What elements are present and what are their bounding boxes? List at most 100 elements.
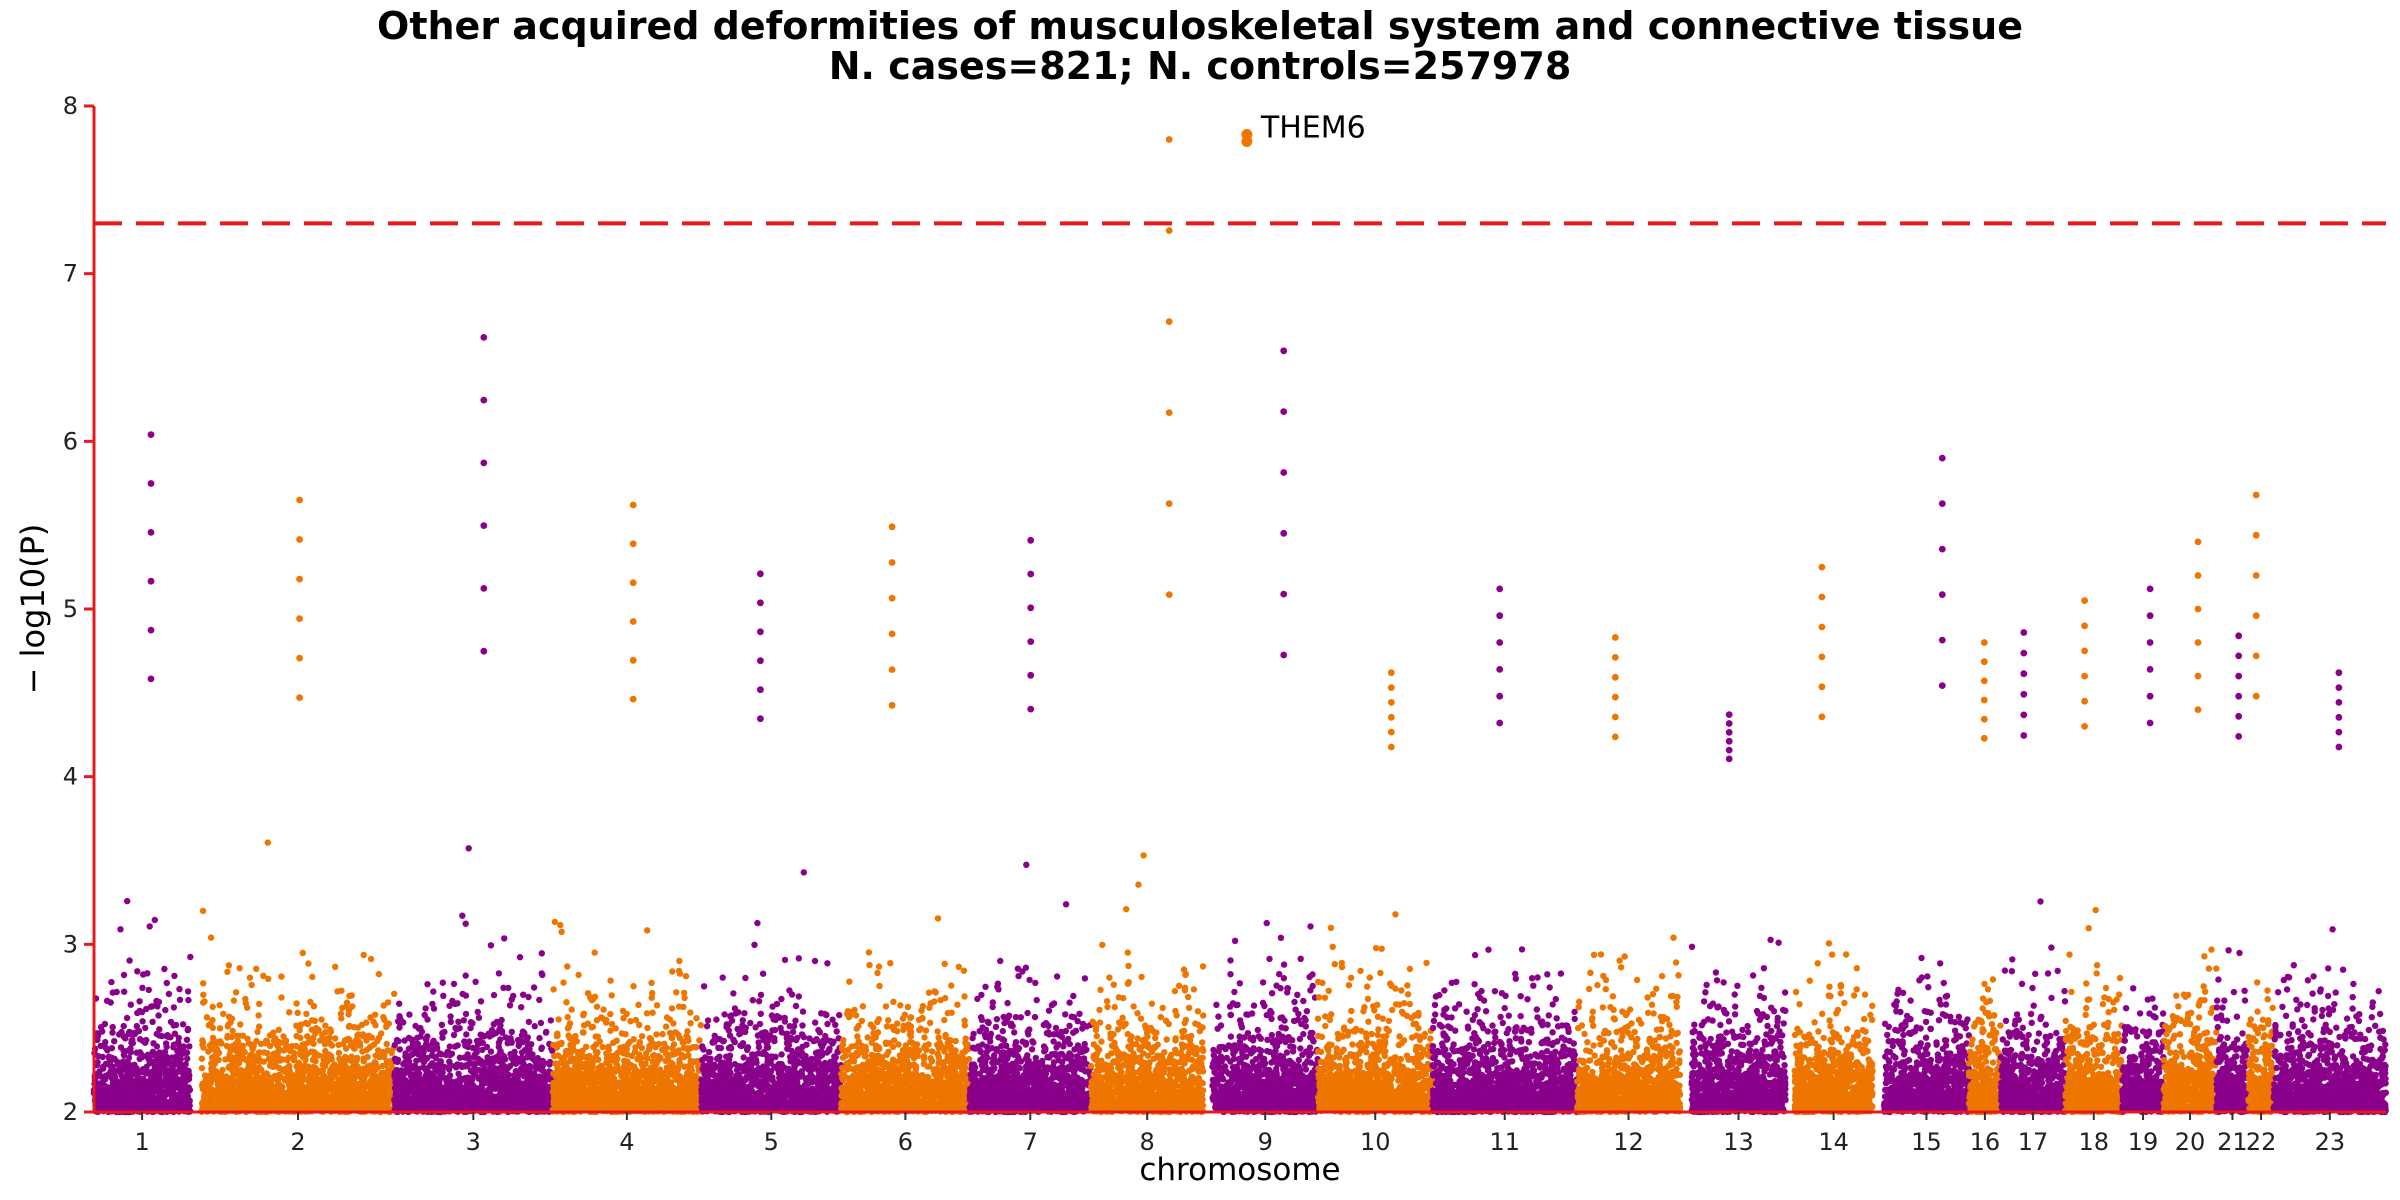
data-point xyxy=(291,1096,299,1103)
data-point xyxy=(337,1096,345,1104)
data-point xyxy=(397,1072,404,1080)
data-point xyxy=(508,1039,515,1046)
data-point xyxy=(253,1037,260,1045)
data-point xyxy=(379,1048,386,1056)
data-point xyxy=(370,1087,377,1095)
data-point xyxy=(163,1053,171,1061)
data-point xyxy=(350,1084,357,1091)
data-point xyxy=(219,1066,226,1074)
data-point xyxy=(480,396,488,404)
data-point xyxy=(111,1038,118,1045)
data-point xyxy=(381,1016,388,1024)
data-point xyxy=(360,1055,367,1062)
data-point xyxy=(530,984,538,991)
data-point xyxy=(531,1092,539,1099)
data-point xyxy=(509,1079,516,1087)
data-point xyxy=(346,992,353,1000)
data-point xyxy=(125,1030,132,1038)
data-point xyxy=(407,1087,414,1094)
data-point xyxy=(232,989,240,996)
data-point xyxy=(446,1002,453,1009)
data-point xyxy=(370,1018,377,1025)
data-point xyxy=(220,1080,227,1087)
data-point xyxy=(199,1082,206,1090)
data-point xyxy=(450,980,458,988)
data-point xyxy=(490,1020,497,1028)
data-point xyxy=(525,1018,533,1026)
chromosome-points-4 xyxy=(549,501,705,1116)
data-point xyxy=(161,1078,168,1086)
data-point xyxy=(127,1049,134,1056)
data-point xyxy=(405,1058,413,1065)
data-point xyxy=(212,1102,219,1109)
data-point xyxy=(332,963,339,970)
data-point xyxy=(380,1002,387,1009)
data-point xyxy=(299,949,306,957)
data-point xyxy=(176,996,184,1003)
data-point xyxy=(410,1065,417,1072)
data-point xyxy=(237,1021,244,1028)
data-point xyxy=(687,1009,694,1016)
data-point xyxy=(512,1060,519,1067)
data-point xyxy=(478,1060,486,1068)
data-point xyxy=(454,1061,461,1068)
data-point xyxy=(281,1091,289,1099)
data-point xyxy=(242,1100,250,1107)
data-point xyxy=(131,1061,138,1069)
data-point xyxy=(480,585,488,592)
data-point xyxy=(516,954,524,961)
data-point xyxy=(296,1051,304,1058)
data-point xyxy=(328,1082,335,1090)
data-point xyxy=(338,1067,345,1075)
data-point xyxy=(351,1045,358,1052)
data-point xyxy=(172,1021,180,1029)
data-point xyxy=(361,1075,368,1082)
data-point xyxy=(262,1087,269,1095)
data-point xyxy=(325,1038,332,1046)
data-point xyxy=(423,1070,431,1077)
data-point xyxy=(344,1097,351,1104)
data-point xyxy=(151,916,158,924)
data-point xyxy=(120,1022,127,1030)
data-point xyxy=(185,1071,192,1078)
data-point xyxy=(353,1067,361,1075)
data-point xyxy=(171,972,178,980)
data-point xyxy=(178,1095,186,1103)
data-point xyxy=(236,965,243,972)
data-point xyxy=(320,1056,327,1064)
data-point xyxy=(308,1048,315,1055)
data-point xyxy=(400,1019,407,1026)
data-point xyxy=(228,1015,236,1022)
data-point xyxy=(230,997,238,1004)
data-point xyxy=(439,979,446,986)
data-point xyxy=(381,1069,388,1077)
data-point xyxy=(538,950,545,957)
data-point xyxy=(407,1052,414,1059)
data-point xyxy=(454,1000,461,1007)
data-point xyxy=(302,1056,309,1063)
data-point xyxy=(113,988,120,996)
data-point xyxy=(322,1083,329,1090)
data-point xyxy=(228,1083,235,1090)
data-point xyxy=(311,1017,319,1025)
data-point xyxy=(509,1095,516,1103)
data-point xyxy=(236,1057,243,1064)
data-point xyxy=(360,951,367,959)
data-point xyxy=(531,1081,538,1088)
chromosome-points-2 xyxy=(198,496,398,1116)
data-point xyxy=(97,1085,104,1092)
data-point xyxy=(280,1033,287,1040)
data-point xyxy=(102,1060,110,1068)
data-point xyxy=(166,1087,174,1094)
data-point xyxy=(296,575,303,583)
data-point xyxy=(134,1028,141,1035)
data-point xyxy=(440,992,447,999)
data-point xyxy=(463,1102,470,1110)
data-point xyxy=(205,1048,212,1055)
data-point xyxy=(543,1028,550,1036)
data-point xyxy=(271,1072,278,1080)
data-point xyxy=(518,1057,526,1065)
data-point xyxy=(155,998,163,1006)
data-point xyxy=(147,577,155,585)
data-point xyxy=(463,1031,470,1038)
